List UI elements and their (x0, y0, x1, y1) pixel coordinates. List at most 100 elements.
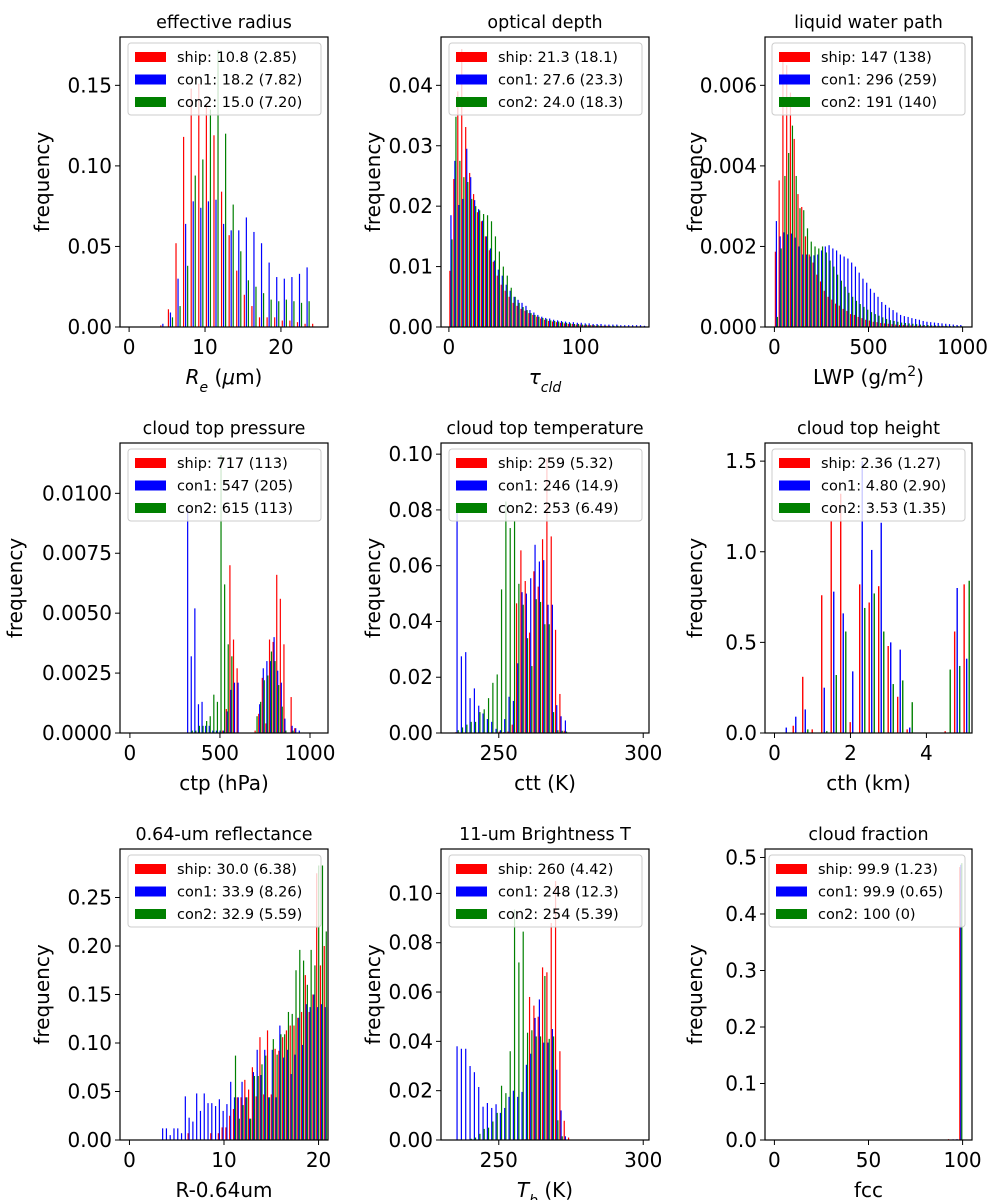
bar-con1-19 (233, 1097, 236, 1140)
bar-ship-8 (804, 236, 807, 327)
bar-con2-39 (605, 325, 607, 327)
bar-con1-15 (509, 290, 511, 327)
subplot-8: 0.0 0.1 0.2 0.3 0.4 0.5 0 50 100 cloud fraction fc… (683, 825, 982, 1200)
bar-con1-38 (918, 319, 921, 327)
bar-con2-22 (538, 316, 540, 327)
bar-con1-14 (505, 284, 507, 327)
bar-con2-18 (522, 307, 524, 327)
bar-con2-33 (581, 324, 583, 327)
subplot-title: 0.64-um reflectance (135, 825, 312, 845)
bar-con1-13 (512, 1090, 514, 1140)
bar-ship-39 (603, 325, 605, 327)
bar-con1-13 (512, 700, 514, 733)
bar-ship-9 (868, 602, 870, 733)
bar-ship-34 (289, 1025, 291, 1140)
legend-label-ship: ship: 10.8 (2.85) (177, 50, 297, 66)
bar-con2-39 (923, 324, 925, 327)
bar-con1-8 (491, 1107, 493, 1140)
bar-con1-11 (493, 260, 495, 327)
y-tick-label: 0.03 (388, 134, 433, 158)
bar-con1-20 (543, 560, 545, 733)
legend-swatch-con2 (456, 97, 487, 107)
bar-ship-37 (595, 325, 597, 327)
bar-ship-19 (232, 1108, 235, 1140)
bar-con1-45 (628, 325, 630, 327)
bar-ship-21 (546, 458, 548, 733)
bar-con1-10 (199, 1110, 202, 1140)
bar-con2-38 (601, 325, 603, 327)
bar-ship-16 (281, 320, 283, 327)
bar-ship-16 (221, 1127, 223, 1140)
subplot-title: liquid water path (794, 13, 943, 33)
bar-ship-20 (973, 470, 974, 733)
bar-ship-22 (244, 1079, 246, 1140)
y-axis-label: frequency (30, 132, 54, 232)
y-tick-label: 0.0 (725, 721, 757, 745)
subplot-title: cloud top pressure (143, 419, 306, 439)
bar-ship-15 (217, 1133, 219, 1140)
legend-swatch-ship (456, 52, 487, 62)
bar-con1-19 (965, 658, 968, 733)
y-axis-label: frequency (683, 538, 707, 638)
bar-con1-25 (277, 670, 279, 733)
bar-con2-0 (457, 730, 459, 733)
bar-con1-36 (911, 318, 913, 327)
bar-ship-29 (290, 697, 292, 733)
bar-ship-43 (323, 946, 325, 1140)
bar-con2-18 (300, 302, 303, 327)
bar-con1-4 (473, 1072, 475, 1140)
bar-con2-27 (285, 730, 287, 733)
bar-con1-5 (478, 705, 480, 733)
bar-ship-20 (312, 323, 314, 327)
legend: ship: 2.36 (1.27) con1: 4.80 (2.90) con2: … (771, 448, 966, 522)
bar-ship-32 (895, 324, 897, 327)
bar-con1-25 (256, 1049, 258, 1140)
bar-con1-4 (192, 201, 194, 327)
bar-ship-40 (312, 994, 314, 1140)
legend-swatch-con2 (135, 97, 166, 107)
bar-con2-11 (247, 280, 249, 327)
bar-con2-0 (451, 239, 453, 327)
legend-swatch-con1 (135, 74, 166, 85)
bar-con2-34 (904, 322, 906, 327)
legend: ship: 10.8 (2.85) con1: 18.2 (7.82) con2: … (127, 42, 322, 116)
legend-swatch-ship (779, 458, 810, 468)
bar-con1-0 (775, 221, 777, 327)
bar-con2-8 (482, 214, 485, 327)
bar-con2-27 (265, 1055, 267, 1140)
bar-con1-27 (556, 320, 559, 327)
bar-ship-6 (797, 194, 799, 327)
bar-con2-3 (470, 1138, 472, 1140)
bar-con1-43 (324, 1007, 326, 1140)
bar-con1-21 (533, 312, 535, 327)
bar-con1-7 (477, 209, 480, 327)
bar-con2-42 (321, 865, 324, 1140)
x-tick-label: 0 (124, 741, 137, 765)
bar-con2-18 (959, 665, 961, 733)
bar-ship-16 (835, 303, 837, 327)
bar-ship-9 (808, 254, 810, 327)
bar-con1-21 (985, 680, 986, 733)
bar-con2-28 (268, 1097, 271, 1140)
axes-frame (440, 442, 650, 734)
legend-label-con1: con1: 248 (12.3) (498, 885, 619, 901)
bar-ship-0 (449, 270, 451, 327)
bar-ship-21 (982, 695, 983, 733)
bar-con2-5 (795, 175, 797, 327)
bar-con1-15 (276, 277, 278, 327)
x-tick-label: 2 (844, 741, 857, 765)
bar-con1-33 (580, 322, 582, 327)
bar-con2-37 (916, 324, 918, 327)
bar-con2-18 (844, 286, 846, 327)
x-tick-label: 0 (768, 741, 781, 765)
bar-con2-40 (609, 325, 611, 327)
y-tick-label: 0.06 (388, 980, 433, 1004)
bar-ship-1 (453, 178, 455, 327)
y-tick-label: 0.08 (388, 931, 433, 955)
bar-con1-4 (473, 688, 475, 733)
x-tick-label: 0 (443, 335, 456, 359)
bar-con1-11 (817, 254, 819, 327)
bar-con1-41 (930, 322, 932, 327)
bar-con1-9 (230, 230, 232, 327)
legend-label-con2: con2: 24.0 (18.3) (498, 95, 623, 111)
